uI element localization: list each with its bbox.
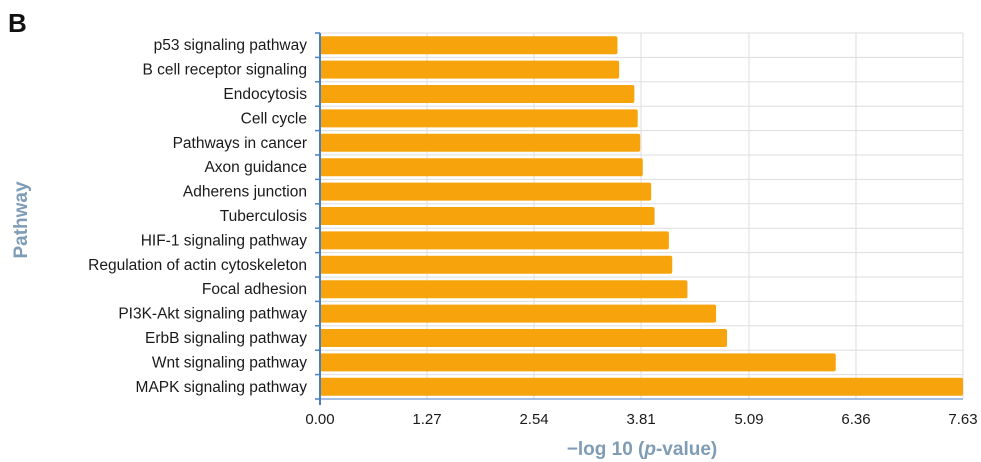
category-label-2: Endocytosis (223, 86, 307, 103)
category-label-13: Wnt signaling pathway (152, 354, 307, 371)
bar-9 (320, 255, 673, 274)
x-tick-label-1: 1.27 (412, 411, 441, 428)
bar-5 (320, 158, 643, 177)
x-tick-label-2: 2.54 (519, 411, 548, 428)
category-labels: p53 signaling pathway B cell receptor sig… (88, 37, 307, 396)
category-label-5: Axon guidance (204, 159, 307, 176)
x-axis-title: −log 10 (p-value) (567, 439, 717, 460)
bar-7 (320, 207, 655, 225)
x-tick-label-6: 7.63 (948, 411, 977, 428)
bar-3 (320, 109, 638, 128)
category-label-1: B cell receptor signaling (142, 62, 307, 79)
bars (320, 36, 963, 396)
category-label-14: MAPK signaling pathway (136, 379, 308, 396)
x-axis-title-suffix: -value) (656, 439, 717, 460)
category-label-3: Cell cycle (241, 110, 307, 127)
panel-label: B (8, 8, 27, 38)
bar-14 (320, 377, 963, 396)
x-tick-label-3: 3.81 (626, 411, 655, 428)
category-label-12: ErbB signaling pathway (145, 330, 307, 347)
category-label-7: Tuberculosis (220, 208, 308, 225)
bar-4 (320, 133, 641, 152)
x-tick-label-4: 5.09 (734, 411, 763, 428)
bar-10 (320, 280, 688, 299)
x-axis-title-italic: p (643, 439, 656, 460)
x-tick-label-0: 0.00 (305, 411, 334, 428)
tick-labels: 0.00 1.27 2.54 3.81 5.09 6.36 7.63 (305, 411, 977, 428)
category-label-10: Focal adhesion (202, 281, 307, 298)
x-axis-title-prefix: −log 10 ( (567, 439, 645, 460)
bar-6 (320, 182, 652, 201)
bar-2 (320, 85, 635, 103)
bar-12 (320, 329, 728, 347)
y-axis-title: Pathway (11, 181, 32, 259)
category-label-6: Adherens junction (183, 184, 307, 201)
bar-13 (320, 353, 836, 372)
category-label-4: Pathways in cancer (173, 135, 307, 152)
bar-0 (320, 36, 618, 55)
category-label-9: Regulation of actin cytoskeleton (88, 257, 307, 274)
bar-8 (320, 231, 669, 250)
category-label-0: p53 signaling pathway (154, 37, 308, 54)
bar-1 (320, 60, 620, 79)
bar-11 (320, 304, 717, 323)
axes (315, 32, 963, 405)
category-label-11: PI3K-Akt signaling pathway (118, 306, 307, 323)
x-tick-label-5: 6.36 (841, 411, 870, 428)
category-label-8: HIF-1 signaling pathway (141, 232, 308, 249)
